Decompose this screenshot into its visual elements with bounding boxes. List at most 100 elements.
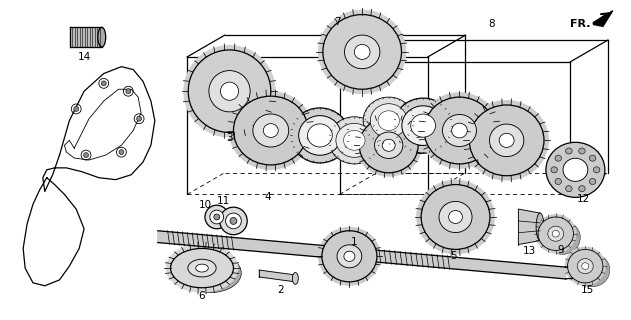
Text: 6: 6 bbox=[199, 291, 205, 300]
Circle shape bbox=[210, 210, 223, 224]
Polygon shape bbox=[259, 270, 295, 282]
Ellipse shape bbox=[220, 82, 239, 100]
Ellipse shape bbox=[579, 186, 585, 192]
Ellipse shape bbox=[579, 148, 585, 154]
Polygon shape bbox=[574, 234, 581, 238]
Ellipse shape bbox=[552, 230, 559, 237]
Ellipse shape bbox=[336, 124, 373, 157]
Ellipse shape bbox=[253, 114, 289, 147]
Text: 13: 13 bbox=[522, 246, 536, 256]
Text: 3: 3 bbox=[226, 133, 233, 143]
Ellipse shape bbox=[263, 124, 278, 137]
Text: 2: 2 bbox=[277, 285, 284, 295]
Ellipse shape bbox=[565, 186, 572, 192]
Ellipse shape bbox=[170, 248, 233, 288]
Circle shape bbox=[230, 218, 237, 224]
Ellipse shape bbox=[355, 114, 422, 177]
Ellipse shape bbox=[577, 259, 593, 274]
Text: 4: 4 bbox=[264, 192, 271, 202]
Ellipse shape bbox=[416, 180, 495, 254]
Ellipse shape bbox=[424, 97, 495, 164]
Ellipse shape bbox=[322, 231, 377, 282]
Ellipse shape bbox=[370, 104, 407, 138]
Ellipse shape bbox=[378, 111, 399, 131]
Ellipse shape bbox=[166, 244, 239, 293]
Ellipse shape bbox=[589, 155, 596, 161]
Ellipse shape bbox=[323, 15, 401, 89]
Polygon shape bbox=[538, 234, 545, 238]
Ellipse shape bbox=[574, 253, 610, 287]
Ellipse shape bbox=[344, 251, 355, 261]
Ellipse shape bbox=[555, 179, 562, 185]
Ellipse shape bbox=[442, 115, 476, 147]
Ellipse shape bbox=[538, 217, 574, 251]
Ellipse shape bbox=[593, 167, 600, 173]
Text: 12: 12 bbox=[577, 194, 590, 204]
Ellipse shape bbox=[421, 185, 490, 249]
Ellipse shape bbox=[329, 117, 380, 164]
Circle shape bbox=[214, 214, 220, 220]
Ellipse shape bbox=[345, 35, 380, 69]
Ellipse shape bbox=[535, 214, 576, 253]
Ellipse shape bbox=[582, 263, 589, 269]
Ellipse shape bbox=[318, 227, 381, 286]
Ellipse shape bbox=[209, 71, 250, 112]
Text: 8: 8 bbox=[488, 20, 495, 29]
Ellipse shape bbox=[567, 249, 603, 283]
Ellipse shape bbox=[290, 108, 350, 163]
Ellipse shape bbox=[546, 142, 605, 197]
Text: 14: 14 bbox=[78, 52, 91, 62]
Ellipse shape bbox=[452, 123, 467, 138]
Ellipse shape bbox=[565, 246, 606, 286]
Circle shape bbox=[102, 81, 106, 86]
Ellipse shape bbox=[344, 131, 365, 150]
Ellipse shape bbox=[545, 221, 581, 254]
Ellipse shape bbox=[419, 92, 500, 169]
Ellipse shape bbox=[355, 44, 370, 60]
Polygon shape bbox=[567, 266, 574, 270]
Ellipse shape bbox=[449, 211, 463, 223]
Ellipse shape bbox=[228, 91, 313, 170]
Ellipse shape bbox=[394, 98, 452, 153]
Ellipse shape bbox=[292, 273, 298, 284]
Ellipse shape bbox=[184, 45, 276, 137]
Ellipse shape bbox=[318, 10, 406, 94]
Polygon shape bbox=[603, 266, 610, 270]
Ellipse shape bbox=[551, 167, 557, 173]
Polygon shape bbox=[593, 11, 613, 26]
Polygon shape bbox=[519, 209, 540, 244]
Polygon shape bbox=[158, 231, 565, 279]
Circle shape bbox=[83, 153, 88, 157]
Text: 15: 15 bbox=[581, 285, 594, 295]
Ellipse shape bbox=[359, 118, 418, 173]
Circle shape bbox=[205, 205, 228, 229]
Ellipse shape bbox=[375, 132, 403, 158]
Polygon shape bbox=[233, 268, 241, 273]
Ellipse shape bbox=[196, 264, 208, 272]
Ellipse shape bbox=[179, 253, 241, 293]
Text: 11: 11 bbox=[217, 196, 230, 206]
FancyArrowPatch shape bbox=[594, 13, 608, 23]
Circle shape bbox=[137, 116, 141, 121]
Ellipse shape bbox=[565, 148, 572, 154]
Ellipse shape bbox=[563, 158, 588, 181]
Ellipse shape bbox=[469, 105, 544, 176]
Ellipse shape bbox=[589, 179, 596, 185]
Ellipse shape bbox=[548, 226, 563, 241]
Ellipse shape bbox=[188, 259, 216, 277]
Ellipse shape bbox=[233, 96, 308, 165]
Circle shape bbox=[74, 107, 79, 111]
Text: 10: 10 bbox=[198, 200, 211, 210]
Ellipse shape bbox=[411, 114, 435, 137]
Ellipse shape bbox=[307, 124, 333, 147]
Text: 5: 5 bbox=[451, 251, 457, 261]
Circle shape bbox=[119, 150, 124, 155]
Circle shape bbox=[126, 89, 131, 94]
Ellipse shape bbox=[363, 97, 415, 144]
Ellipse shape bbox=[490, 124, 524, 156]
Ellipse shape bbox=[402, 106, 444, 145]
Ellipse shape bbox=[555, 155, 562, 161]
Circle shape bbox=[220, 207, 247, 235]
Ellipse shape bbox=[337, 245, 362, 268]
Ellipse shape bbox=[464, 100, 549, 180]
